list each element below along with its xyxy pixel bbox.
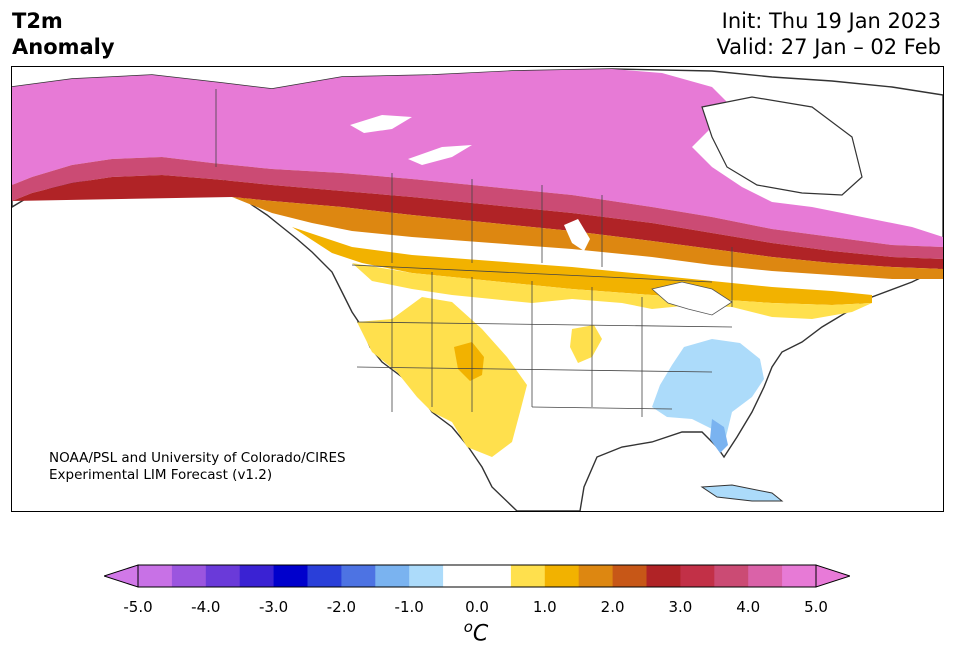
forecast-dates: Init: Thu 19 Jan 2023 Valid: 27 Jan – 02… xyxy=(716,8,941,60)
hudson-bay xyxy=(701,96,863,196)
political-borders xyxy=(215,89,733,417)
anomaly-blue-florida xyxy=(710,419,728,453)
great-slave-lake xyxy=(408,145,472,165)
great-bear-lake xyxy=(350,115,412,133)
colorbar-cell xyxy=(510,565,546,587)
anomaly-band-05-north xyxy=(352,263,872,319)
colorbar-tick-label: 4.0 xyxy=(736,598,761,616)
colorbar-tick-label: -2.0 xyxy=(326,598,357,616)
colorbar-cell xyxy=(612,565,647,587)
colorbar-cell xyxy=(646,565,681,587)
anomaly-blue-southeast xyxy=(652,339,764,445)
colorbar-cell xyxy=(544,565,580,587)
colorbar-over-arrow xyxy=(815,564,850,588)
colorbar-cell xyxy=(443,565,478,587)
colorbar xyxy=(104,564,850,588)
valid-dates: Valid: 27 Jan – 02 Feb xyxy=(716,35,941,59)
colorbar-tick-label: 5.0 xyxy=(804,598,828,616)
colorbar-cell xyxy=(138,565,173,587)
colorbar-tick-label: -1.0 xyxy=(394,598,424,616)
colorbar-cell xyxy=(782,565,817,587)
anomaly-band-4 xyxy=(12,157,943,259)
colorbar-cell xyxy=(409,565,444,587)
forecast-credit: NOAA/PSL and University of Colorado/CIRE… xyxy=(49,450,346,484)
colorbar-cell xyxy=(714,565,749,587)
anomaly-map xyxy=(11,66,944,512)
colorbar-cell xyxy=(171,565,207,587)
colorbar-tick-label: 0.0 xyxy=(465,598,489,616)
colorbar-border xyxy=(137,564,817,588)
colorbar-cell xyxy=(680,565,715,587)
colorbar-cell xyxy=(578,565,614,587)
units-degree: o xyxy=(463,618,473,636)
credit-line-2: Experimental LIM Forecast (v1.2) xyxy=(49,467,273,483)
colorbar-cell xyxy=(477,565,512,587)
colorbar-cell xyxy=(748,565,783,587)
colorbar-cell xyxy=(375,565,410,587)
colorbar-under-arrow xyxy=(104,564,139,588)
colorbar-tick-label: -4.0 xyxy=(191,598,221,616)
anomaly-band-3 xyxy=(12,175,943,269)
anomaly-yellow-plains xyxy=(570,325,602,363)
colorbar-cells xyxy=(138,565,817,587)
title-line-2: Anomaly xyxy=(12,35,115,59)
lake-winnipeg xyxy=(564,219,590,251)
colorbar-tick-label: 2.0 xyxy=(600,598,625,616)
great-lakes xyxy=(651,281,733,316)
colorbar-tick-label: -5.0 xyxy=(123,598,153,616)
credit-line-1: NOAA/PSL and University of Colorado/CIRE… xyxy=(49,450,346,466)
colorbar-cell xyxy=(205,565,241,587)
colorbar-cell xyxy=(341,565,376,587)
anomaly-blue-cuba xyxy=(700,484,784,502)
anomaly-orange-core xyxy=(454,342,484,381)
map-title: T2m Anomaly xyxy=(12,8,115,60)
init-date: Init: Thu 19 Jan 2023 xyxy=(721,9,941,33)
units-letter: C xyxy=(472,621,489,647)
colorbar-cell xyxy=(307,565,342,587)
colorbar-cell xyxy=(239,565,275,587)
anomaly-yellow-west xyxy=(357,297,527,457)
colorbar-tick-label: -3.0 xyxy=(258,598,289,616)
anomaly-band-1 xyxy=(292,227,872,305)
colorbar-tick-label: 3.0 xyxy=(668,598,693,616)
units-label: oC xyxy=(464,618,489,646)
map-canvas xyxy=(12,67,943,511)
title-line-1: T2m xyxy=(12,9,63,33)
colorbar-cell xyxy=(273,565,308,587)
colorbar-tick-label: 1.0 xyxy=(532,598,557,616)
